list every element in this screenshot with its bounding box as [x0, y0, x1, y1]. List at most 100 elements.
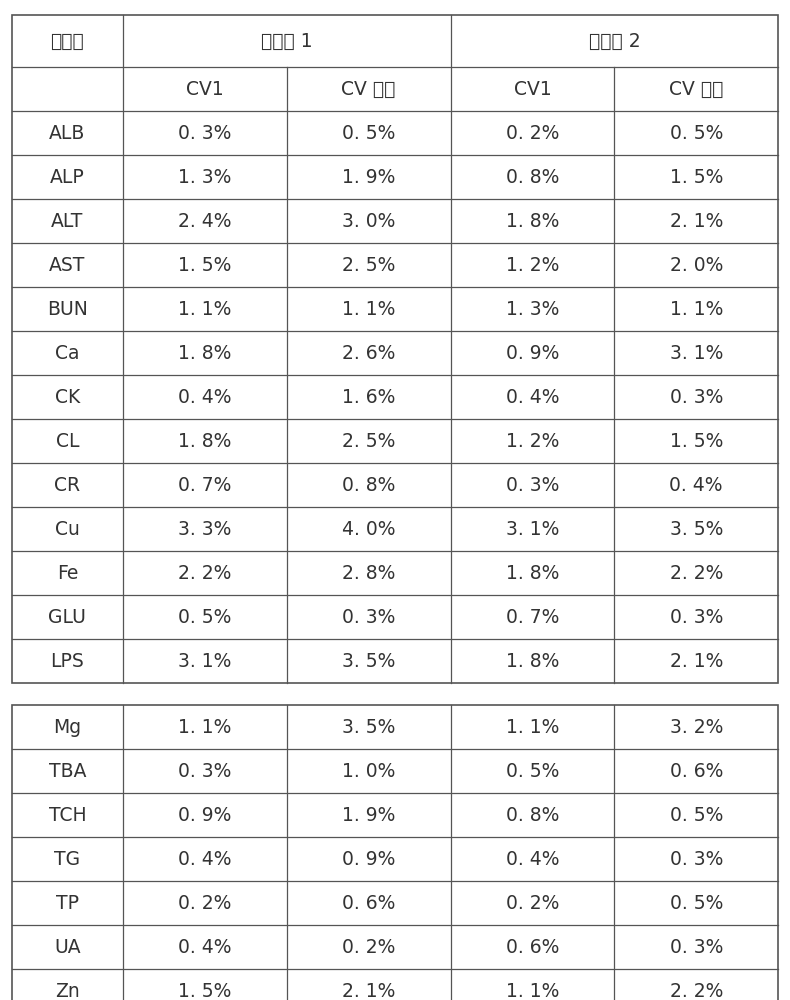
Text: Mg: Mg — [53, 718, 81, 737]
Bar — [12, 705, 778, 1000]
Text: 1. 2%: 1. 2% — [506, 432, 559, 451]
Text: 3. 0%: 3. 0% — [342, 212, 395, 231]
Text: 1. 1%: 1. 1% — [342, 300, 395, 319]
Text: 0. 3%: 0. 3% — [178, 762, 231, 781]
Text: 0. 3%: 0. 3% — [670, 850, 723, 869]
Text: TCH: TCH — [48, 806, 86, 825]
Text: 实施例 2: 实施例 2 — [589, 31, 640, 50]
Text: 1. 6%: 1. 6% — [342, 388, 395, 407]
Text: Zn: Zn — [55, 982, 80, 1000]
Text: 0. 4%: 0. 4% — [178, 850, 231, 869]
Text: 0. 3%: 0. 3% — [670, 608, 723, 627]
Text: 0. 5%: 0. 5% — [670, 806, 723, 825]
Text: ALT: ALT — [51, 212, 84, 231]
Text: TP: TP — [56, 894, 79, 913]
Text: 0. 8%: 0. 8% — [506, 168, 559, 187]
Text: UA: UA — [54, 938, 81, 957]
Text: 0. 3%: 0. 3% — [342, 608, 395, 627]
Text: 2. 2%: 2. 2% — [670, 982, 723, 1000]
Text: 1. 1%: 1. 1% — [178, 718, 231, 737]
Text: 0. 2%: 0. 2% — [342, 938, 395, 957]
Text: 2. 2%: 2. 2% — [178, 564, 231, 583]
Text: 1. 5%: 1. 5% — [178, 256, 231, 275]
Text: 0. 9%: 0. 9% — [506, 344, 559, 363]
Text: 2. 1%: 2. 1% — [342, 982, 395, 1000]
Text: 0. 7%: 0. 7% — [506, 608, 559, 627]
Text: 0. 2%: 0. 2% — [506, 124, 559, 143]
Text: GLU: GLU — [48, 608, 86, 627]
Text: CV1: CV1 — [186, 80, 224, 99]
Text: 3. 3%: 3. 3% — [178, 520, 231, 539]
Text: 1. 8%: 1. 8% — [178, 344, 231, 363]
Text: 2. 8%: 2. 8% — [342, 564, 395, 583]
Text: 1. 1%: 1. 1% — [506, 982, 559, 1000]
Text: 4. 0%: 4. 0% — [342, 520, 395, 539]
Text: Ca: Ca — [55, 344, 80, 363]
Text: 0. 5%: 0. 5% — [506, 762, 559, 781]
Text: 1. 1%: 1. 1% — [670, 300, 723, 319]
Text: 3. 5%: 3. 5% — [670, 520, 723, 539]
Text: Fe: Fe — [57, 564, 78, 583]
Text: 1. 9%: 1. 9% — [342, 806, 395, 825]
Text: 1. 2%: 1. 2% — [506, 256, 559, 275]
Text: 0. 6%: 0. 6% — [670, 762, 723, 781]
Text: 2. 5%: 2. 5% — [342, 256, 395, 275]
Text: LPS: LPS — [51, 652, 85, 671]
Text: 0. 5%: 0. 5% — [342, 124, 395, 143]
Text: 0. 2%: 0. 2% — [178, 894, 231, 913]
Text: 3. 1%: 3. 1% — [178, 652, 231, 671]
Text: ALP: ALP — [50, 168, 85, 187]
Bar — [12, 15, 778, 683]
Text: 0. 3%: 0. 3% — [506, 476, 559, 495]
Text: 3. 2%: 3. 2% — [670, 718, 723, 737]
Text: 0. 5%: 0. 5% — [670, 124, 723, 143]
Text: 0. 6%: 0. 6% — [506, 938, 559, 957]
Text: 2. 1%: 2. 1% — [670, 652, 723, 671]
Text: 0. 4%: 0. 4% — [506, 388, 559, 407]
Text: TG: TG — [55, 850, 81, 869]
Text: 1. 8%: 1. 8% — [506, 564, 559, 583]
Text: CK: CK — [55, 388, 80, 407]
Text: 0. 9%: 0. 9% — [178, 806, 231, 825]
Text: 2. 2%: 2. 2% — [670, 564, 723, 583]
Text: 0. 4%: 0. 4% — [669, 476, 723, 495]
Text: 3. 5%: 3. 5% — [342, 718, 395, 737]
Text: 0. 4%: 0. 4% — [178, 388, 231, 407]
Text: 0. 6%: 0. 6% — [342, 894, 395, 913]
Text: 1. 5%: 1. 5% — [178, 982, 231, 1000]
Text: 1. 1%: 1. 1% — [506, 718, 559, 737]
Text: 3. 1%: 3. 1% — [506, 520, 559, 539]
Text: 1. 3%: 1. 3% — [178, 168, 231, 187]
Text: 0. 3%: 0. 3% — [178, 124, 231, 143]
Text: CV 瓶间: CV 瓶间 — [341, 80, 396, 99]
Text: 1. 9%: 1. 9% — [342, 168, 395, 187]
Text: 0. 3%: 0. 3% — [670, 388, 723, 407]
Text: 1. 8%: 1. 8% — [506, 212, 559, 231]
Text: 1. 1%: 1. 1% — [178, 300, 231, 319]
Text: 0. 5%: 0. 5% — [178, 608, 231, 627]
Text: ALB: ALB — [49, 124, 85, 143]
Text: 0. 9%: 0. 9% — [342, 850, 395, 869]
Text: 2. 5%: 2. 5% — [342, 432, 395, 451]
Text: BUN: BUN — [47, 300, 88, 319]
Text: CR: CR — [55, 476, 81, 495]
Text: 2. 1%: 2. 1% — [670, 212, 723, 231]
Text: 1. 8%: 1. 8% — [506, 652, 559, 671]
Text: 0. 7%: 0. 7% — [178, 476, 231, 495]
Text: 0. 8%: 0. 8% — [342, 476, 395, 495]
Text: Cu: Cu — [55, 520, 80, 539]
Text: 0. 5%: 0. 5% — [670, 894, 723, 913]
Text: 3. 5%: 3. 5% — [342, 652, 395, 671]
Text: 1. 5%: 1. 5% — [670, 168, 723, 187]
Text: 质控品: 质控品 — [51, 31, 85, 50]
Text: 1. 5%: 1. 5% — [670, 432, 723, 451]
Text: CV 瓶间: CV 瓶间 — [669, 80, 724, 99]
Text: 1. 8%: 1. 8% — [178, 432, 231, 451]
Text: AST: AST — [49, 256, 85, 275]
Text: 0. 8%: 0. 8% — [506, 806, 559, 825]
Text: 3. 1%: 3. 1% — [670, 344, 723, 363]
Text: CV1: CV1 — [514, 80, 551, 99]
Text: 0. 2%: 0. 2% — [506, 894, 559, 913]
Text: 0. 4%: 0. 4% — [506, 850, 559, 869]
Text: 1. 0%: 1. 0% — [342, 762, 395, 781]
